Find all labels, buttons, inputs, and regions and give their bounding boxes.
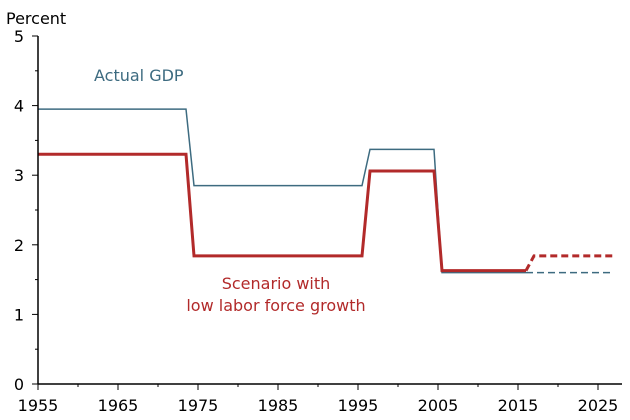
y-tick-label: 2 [14,236,24,255]
scenario-annotation-line: Scenario with [222,274,331,293]
x-tick-label: 2025 [578,396,619,415]
y-tick-label: 5 [14,27,24,46]
x-tick-label: 1955 [18,396,59,415]
scenario-with-low-labor-force-growth-line [38,152,526,273]
x-tick-label: 2015 [498,396,539,415]
y-tick-label: 3 [14,166,24,185]
scenario-projection-line [524,254,614,272]
annotations: Actual GDP Scenario with low labor force g… [94,66,366,315]
plot-lines [38,108,614,274]
x-tick-label: 1985 [258,396,299,415]
scenario-annotation-line: low labor force growth [186,296,365,315]
x-tick-label: 1995 [338,396,379,415]
y-tick-label: 0 [14,375,24,394]
y-axis-unit-label: Percent [6,9,66,28]
axes: 0 1 2 3 4 5 1955 1965 1975 1985 1995 2005 2015 2025 [14,27,622,415]
x-tick-label: 1965 [98,396,139,415]
actual-annotation-line: Actual GDP [94,66,184,85]
x-tick-label: 2005 [418,396,459,415]
x-tick-label: 1975 [178,396,219,415]
actual-gdp-line [38,108,526,274]
y-tick-label: 4 [14,97,24,116]
y-tick-label: 1 [14,305,24,324]
